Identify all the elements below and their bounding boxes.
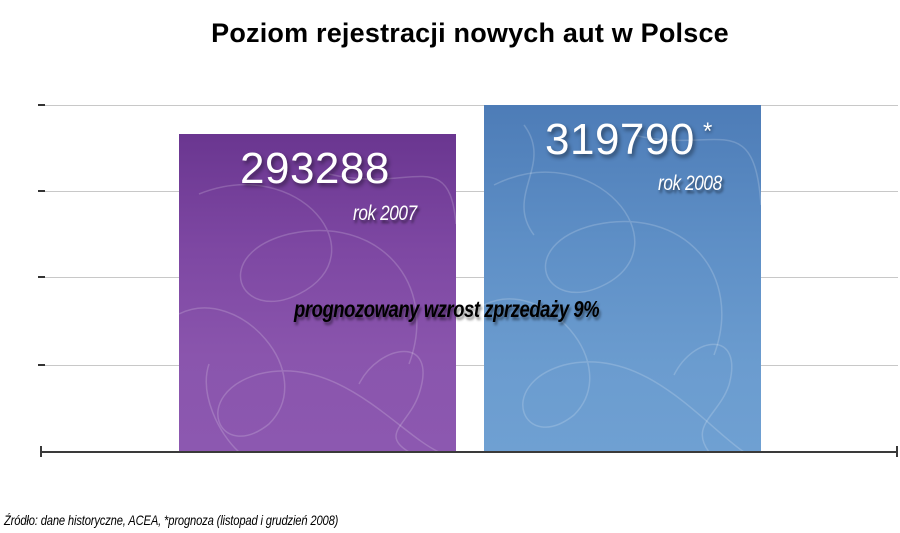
gridline [40, 191, 898, 192]
y-axis-tick [38, 190, 45, 192]
swirl-pattern-icon [484, 124, 761, 452]
chart-title: Poziom rejestracji nowych aut w Polsce [211, 18, 729, 48]
y-axis-tick [38, 276, 45, 278]
swirl-pattern-icon [179, 173, 456, 452]
bar-2007 [179, 134, 456, 452]
bar-value-label-2008: 319790 [545, 115, 695, 164]
forecast-asterisk: * [703, 118, 713, 145]
bar-value-label-2007: 293288 [240, 144, 390, 193]
gridline [40, 277, 898, 278]
gridline [40, 365, 898, 366]
y-axis-tick [38, 104, 45, 106]
x-axis-tick [896, 446, 898, 457]
source-note: Źródło: dane historyczne, ACEA, *prognoz… [4, 512, 339, 528]
x-axis [40, 451, 898, 453]
x-axis-tick [40, 446, 42, 457]
gridline [40, 105, 898, 106]
bar-year-label-2008: rok 2008 [658, 172, 722, 195]
bar-2008 [484, 105, 761, 452]
growth-annotation: prognozowany wzrost zprzedaży 9% [294, 296, 600, 322]
y-axis-tick [38, 364, 45, 366]
bar-year-label-2007: rok 2007 [353, 202, 417, 225]
